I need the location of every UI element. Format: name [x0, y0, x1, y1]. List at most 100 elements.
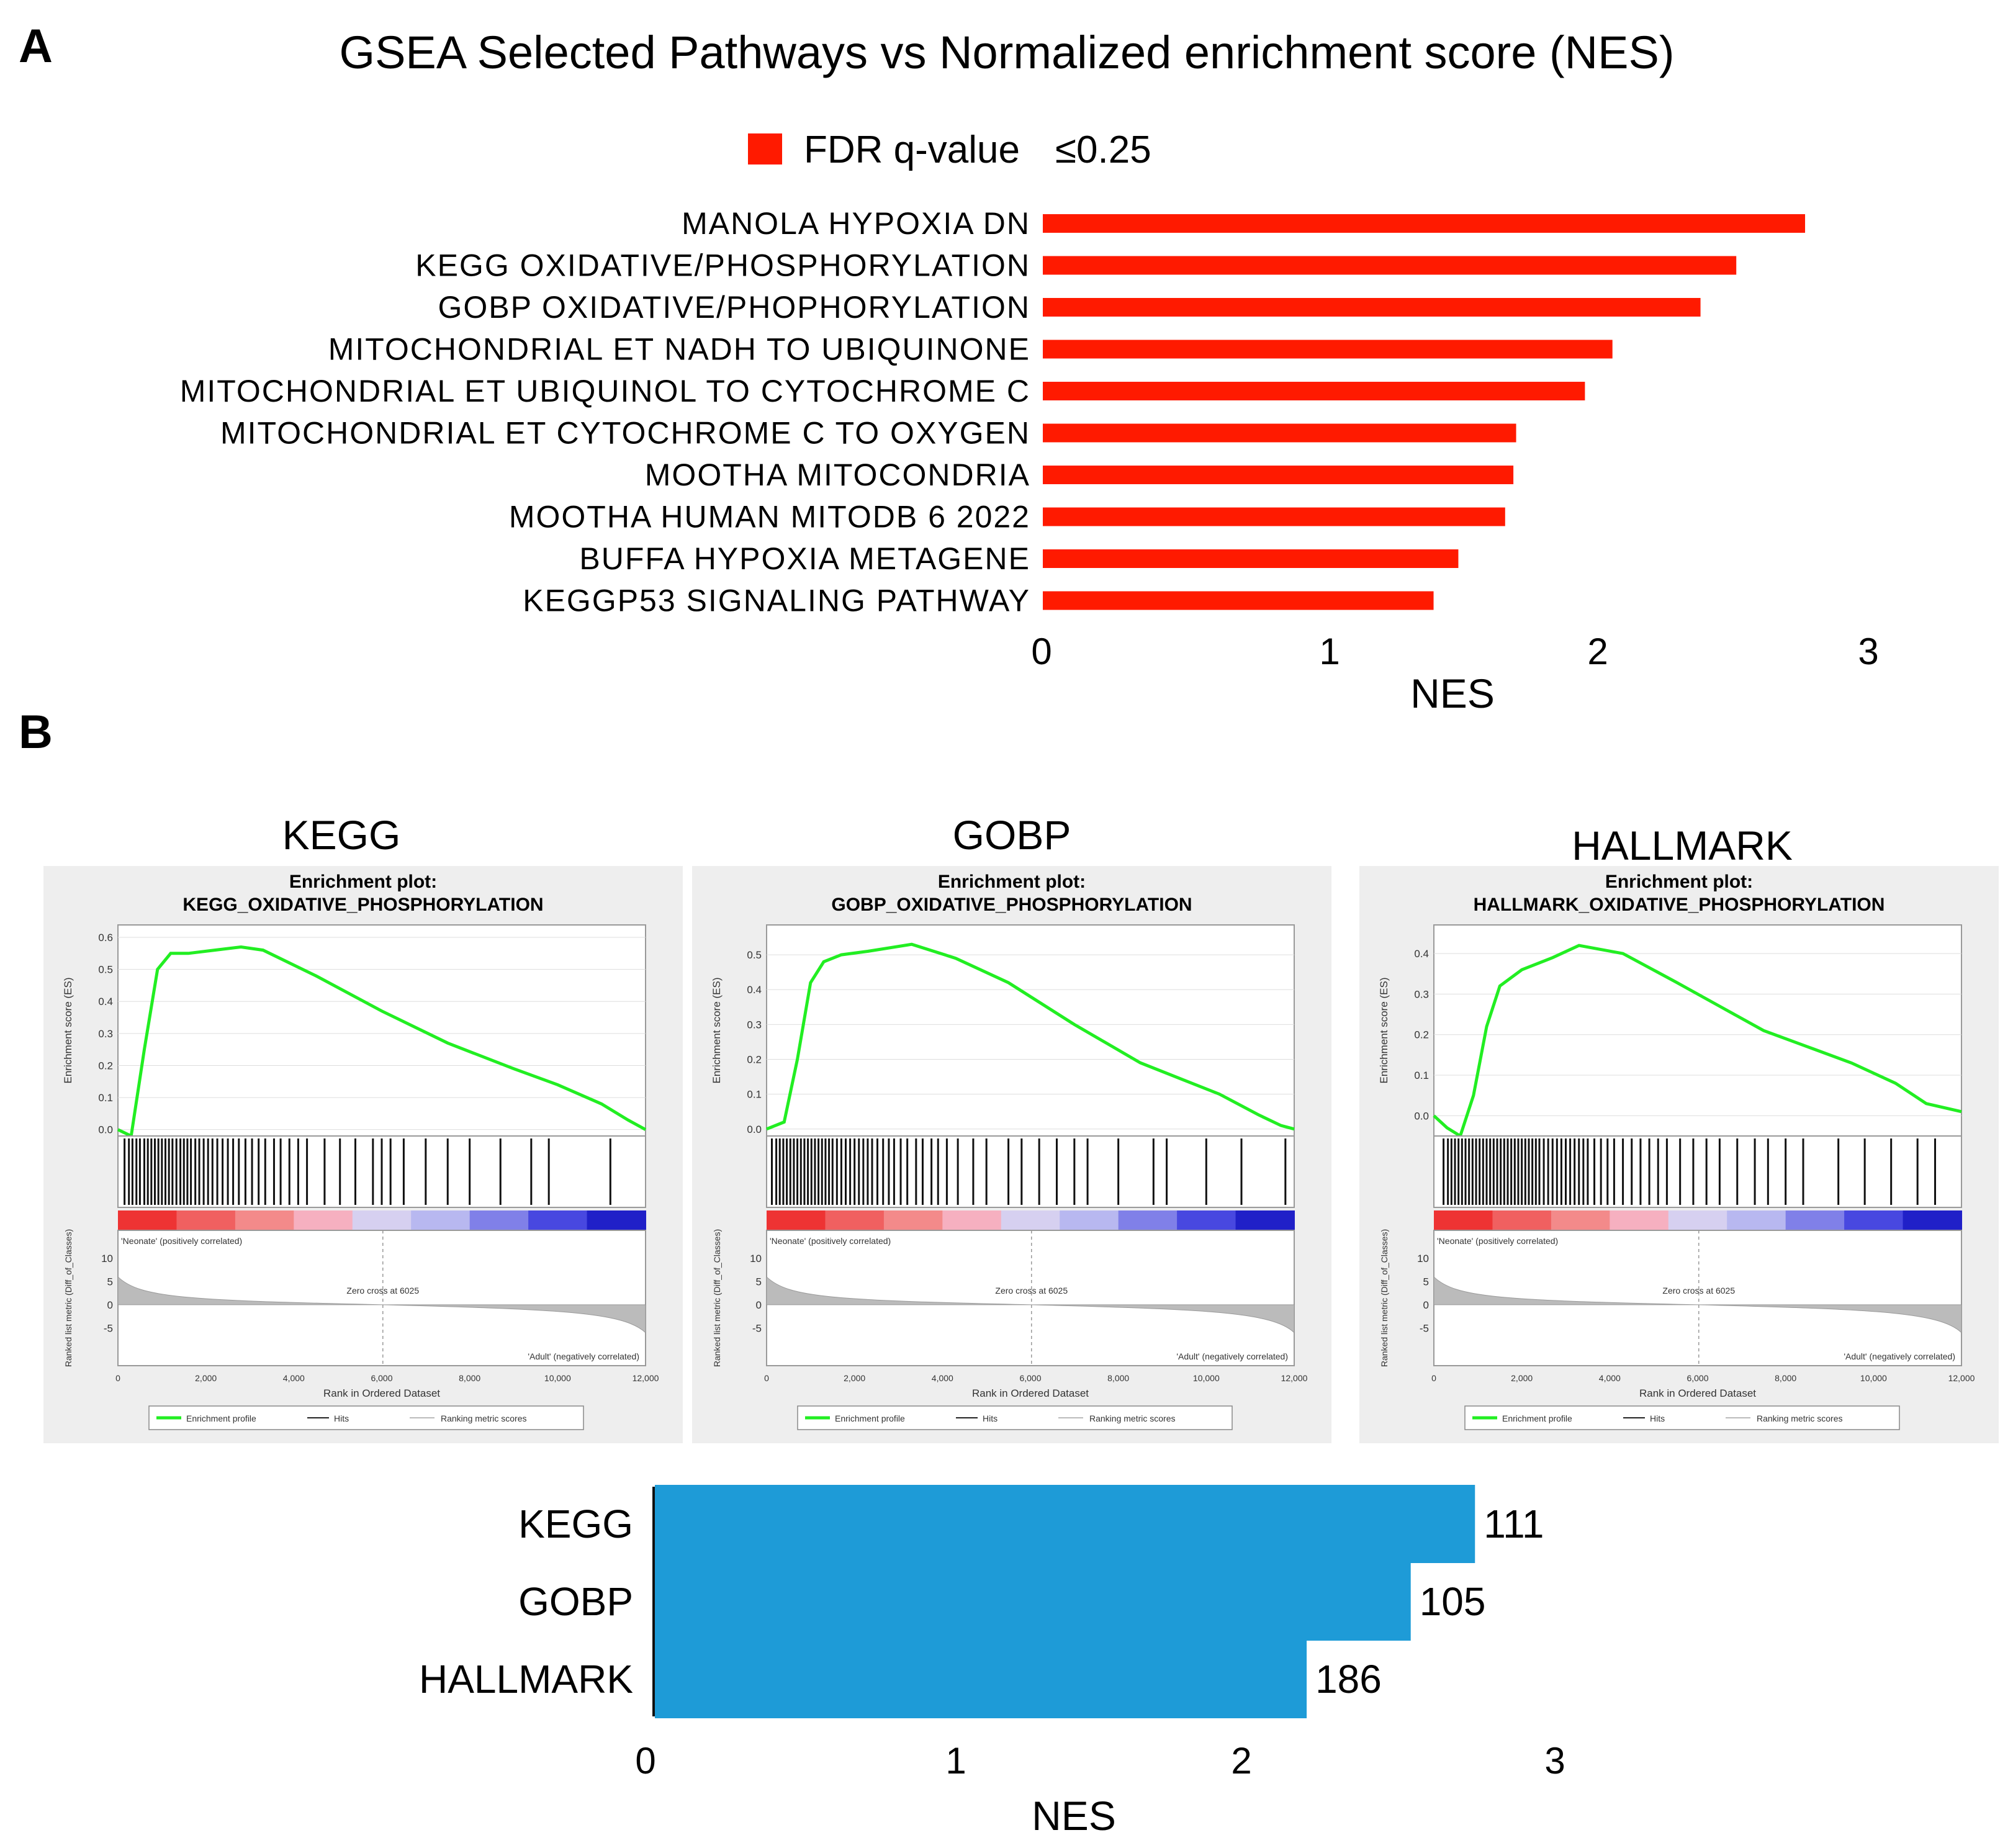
category-label: MOOTHA MITOCONDRIA [645, 457, 1030, 492]
es-axis-label: Enrichment score (ES) [1378, 978, 1390, 1084]
x-tick-label: 0 [1031, 631, 1052, 672]
enrichment-profile-line [766, 942, 1295, 1131]
x-tick-label: 1 [1319, 631, 1340, 672]
es-tick-label: 0.0 [98, 1124, 113, 1136]
metric-tick-label: -5 [104, 1322, 113, 1334]
enrichment-plot-kegg: KEGG Enrichment plot: KEGG_OXIDATIVE_PHOSP… [43, 812, 683, 1443]
color-band-segment [825, 1210, 885, 1230]
es-tick-label: 0.6 [98, 932, 113, 944]
color-band-segment [294, 1210, 353, 1230]
positive-label: 'Neonate' (positively correlated) [121, 1236, 242, 1246]
rank-tick-label: 12,000 [633, 1373, 659, 1383]
ranking-metric-area [117, 1276, 646, 1334]
color-band-segment [942, 1210, 1002, 1230]
x-axis-label: NES [1410, 670, 1495, 716]
negative-label: 'Adult' (negatively correlated) [528, 1351, 639, 1361]
color-band-segment [352, 1210, 412, 1230]
x-tick-label: 3 [1858, 631, 1878, 672]
negative-label: 'Adult' (negatively correlated) [1176, 1351, 1288, 1361]
es-tick-label: 0.2 [1414, 1029, 1429, 1041]
rank-tick-label: 12,000 [1281, 1373, 1308, 1383]
enrichment-profile-line [1433, 944, 1962, 1138]
legend-threshold: ≤0.25 [1055, 128, 1151, 171]
color-band-segment [1610, 1210, 1669, 1230]
es-tick-label: 0.0 [1414, 1110, 1429, 1122]
rank-tick-label: 8,000 [1107, 1373, 1129, 1383]
zero-cross-label: Zero cross at 6025 [995, 1286, 1068, 1296]
rank-axis-label: Rank in Ordered Dataset [972, 1387, 1089, 1399]
color-band-segment [1235, 1210, 1295, 1230]
legend-item: Hits [1650, 1413, 1665, 1423]
ranking-metric-area [766, 1276, 1295, 1334]
negative-label: 'Adult' (negatively correlated) [1844, 1351, 1955, 1361]
metric-tick-label: 5 [107, 1276, 113, 1287]
color-band-segment [1903, 1210, 1962, 1230]
bar-count-label: 186 [1315, 1657, 1382, 1702]
panel-a-letter: A [19, 20, 53, 73]
legend-item: Hits [983, 1413, 997, 1423]
color-band-segment [1001, 1210, 1061, 1230]
rank-tick-label: 4,000 [932, 1373, 953, 1383]
es-axis-label: Enrichment score (ES) [711, 978, 723, 1084]
bar [1043, 507, 1505, 526]
bar [1043, 591, 1434, 610]
bar [1043, 423, 1516, 443]
metric-tick-label: 10 [101, 1253, 113, 1264]
color-band-segment [1177, 1210, 1236, 1230]
bar [1043, 549, 1459, 568]
positive-label: 'Neonate' (positively correlated) [770, 1236, 891, 1246]
column-title: HALLMARK [1572, 823, 1793, 868]
bar [1043, 298, 1701, 317]
metric-axis-label: Ranked list metric (Diff_of_Classes) [1379, 1229, 1389, 1367]
metric-tick-label: -5 [1420, 1322, 1429, 1334]
es-tick-label: 0.2 [98, 1060, 113, 1071]
rank-tick-label: 2,000 [1511, 1373, 1533, 1383]
color-band-segment [1668, 1210, 1728, 1230]
rank-tick-label: 6,000 [1687, 1373, 1708, 1383]
x-tick-label: 2 [1587, 631, 1608, 672]
color-band-segment [1785, 1210, 1845, 1230]
es-tick-label: 0.1 [1414, 1070, 1429, 1081]
category-label: MANOLA HYPOXIA DN [682, 206, 1030, 241]
legend-item: Ranking metric scores [441, 1413, 527, 1423]
positive-label: 'Neonate' (positively correlated) [1437, 1236, 1558, 1246]
es-tick-label: 0.0 [747, 1124, 762, 1135]
color-band-segment [767, 1210, 826, 1230]
rank-tick-label: 0 [1431, 1373, 1436, 1383]
plot-legend-box [1464, 1405, 1900, 1430]
es-tick-label: 0.2 [747, 1053, 762, 1065]
zero-cross-label: Zero cross at 6025 [1662, 1286, 1735, 1296]
category-label: KEGG OXIDATIVE/PHOSPHORYLATION [415, 248, 1030, 283]
metric-axis-label: Ranked list metric (Diff_of_Classes) [712, 1229, 722, 1367]
color-band-segment [883, 1210, 943, 1230]
legend-label: FDR q-value [804, 128, 1020, 171]
legend-item: Ranking metric scores [1757, 1413, 1843, 1423]
bar-count-label: 111 [1484, 1502, 1544, 1546]
rank-axis-label: Rank in Ordered Dataset [323, 1387, 440, 1399]
color-band-segment [1118, 1210, 1178, 1230]
es-tick-label: 0.4 [747, 984, 762, 996]
category-label: KEGG [518, 1502, 633, 1546]
es-tick-label: 0.3 [98, 1028, 113, 1040]
legend-item: Enrichment profile [835, 1413, 905, 1423]
es-plot-area [117, 924, 646, 1137]
category-label: KEGGP53 SIGNALING PATHWAY [523, 584, 1030, 618]
x-tick-label: 3 [1544, 1740, 1565, 1782]
es-axis-label: Enrichment score (ES) [62, 978, 74, 1084]
rank-tick-label: 6,000 [371, 1373, 392, 1383]
metric-tick-label: 5 [1423, 1276, 1429, 1287]
color-band-segment [1727, 1210, 1786, 1230]
metric-tick-label: 0 [756, 1299, 762, 1311]
legend-item: Hits [334, 1413, 349, 1423]
rank-tick-label: 10,000 [1860, 1373, 1887, 1383]
color-band-segment [1551, 1210, 1611, 1230]
zero-cross-label: Zero cross at 6025 [346, 1286, 419, 1296]
bar-count-label: 105 [1420, 1579, 1486, 1624]
rank-tick-label: 0 [764, 1373, 769, 1383]
color-band-segment [235, 1210, 295, 1230]
plot-legend-box [797, 1405, 1233, 1430]
ranking-metric-area [1433, 1276, 1962, 1334]
rank-tick-label: 10,000 [544, 1373, 571, 1383]
